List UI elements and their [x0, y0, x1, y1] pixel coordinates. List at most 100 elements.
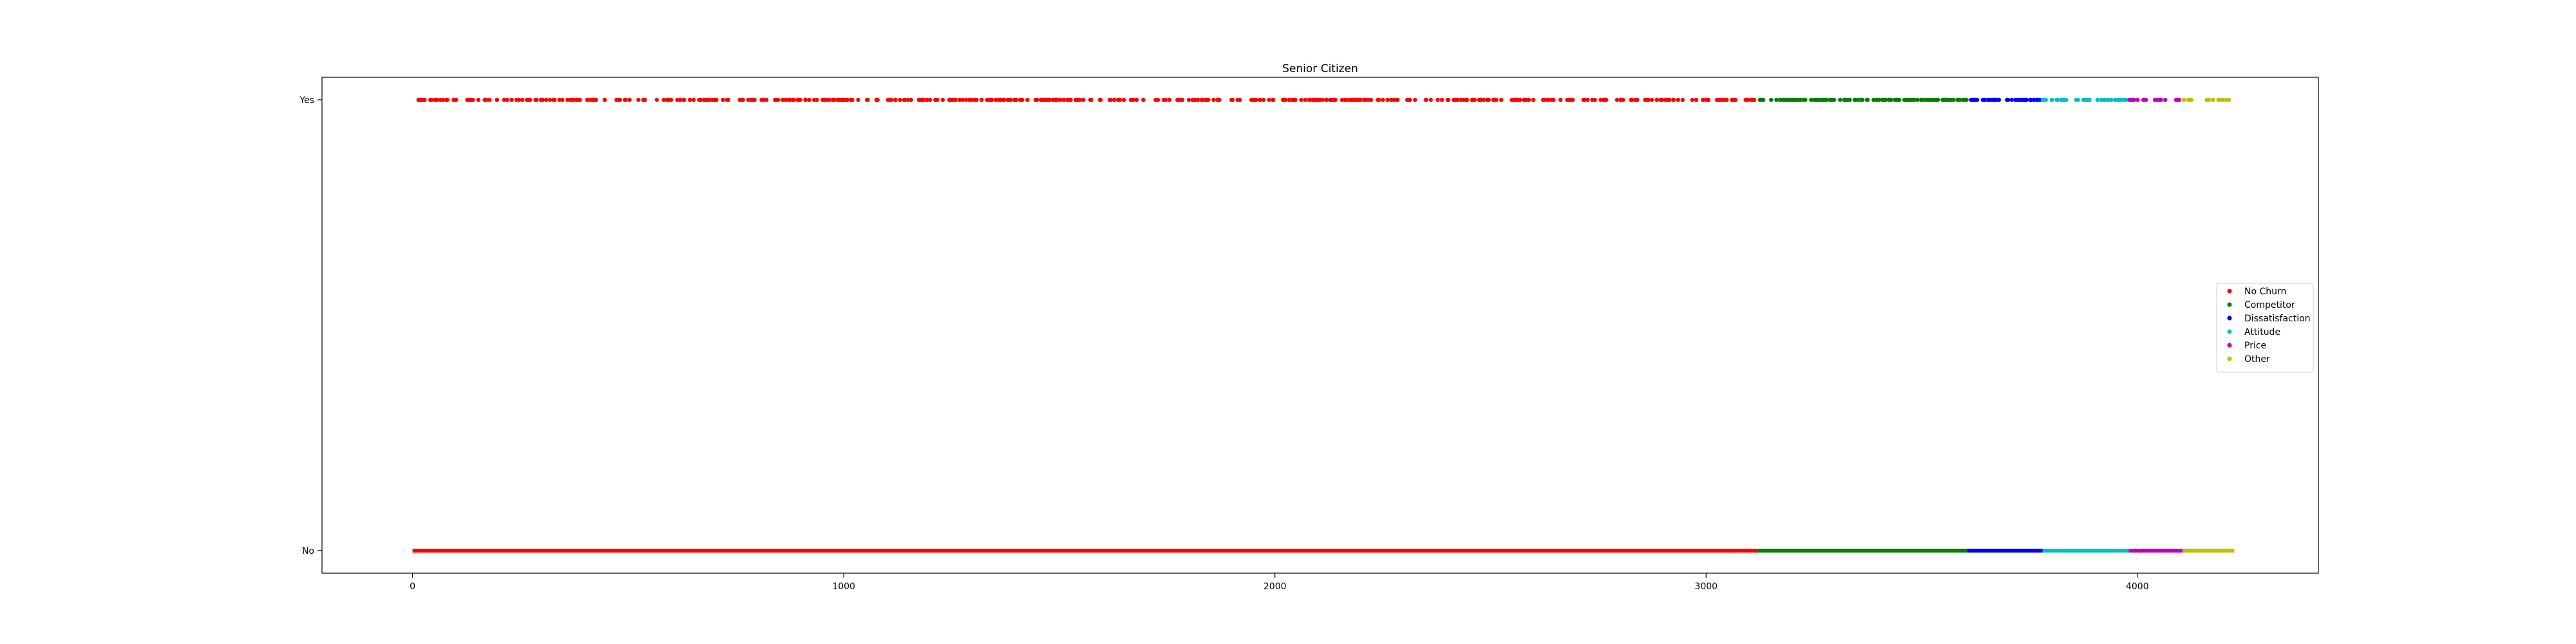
- data-point: [627, 97, 632, 102]
- data-point: [1828, 97, 1832, 102]
- data-point: [2182, 97, 2186, 102]
- data-point: [812, 97, 817, 102]
- data-point: [571, 97, 576, 102]
- data-point: [1333, 97, 1338, 102]
- data-point: [2024, 97, 2029, 102]
- data-point: [1499, 97, 1504, 102]
- data-point: [1061, 97, 1066, 102]
- data-point: [1153, 97, 1158, 102]
- data-point: [940, 97, 945, 102]
- plot-frame: [321, 77, 2319, 574]
- data-point: [1915, 97, 1920, 102]
- data-point: [750, 97, 754, 102]
- data-point: [1551, 97, 1556, 102]
- data-point: [739, 97, 744, 102]
- data-point: [1602, 97, 1606, 102]
- data-point: [1303, 97, 1308, 102]
- data-point: [699, 97, 703, 102]
- x-tick-label: 4000: [2126, 582, 2149, 592]
- data-point: [1350, 97, 1354, 102]
- data-point: [1099, 97, 1103, 102]
- data-point: [514, 97, 519, 102]
- data-point: [902, 97, 907, 102]
- data-point: [1229, 97, 1234, 102]
- data-point: [2014, 97, 2019, 102]
- data-point: [505, 97, 509, 102]
- data-point: [1558, 97, 1563, 102]
- data-point: [791, 97, 797, 102]
- data-point: [1191, 97, 1197, 102]
- data-point: [1112, 97, 1117, 102]
- data-point: [1926, 97, 1931, 102]
- data-point: [1428, 97, 1433, 102]
- data-point: [874, 97, 879, 102]
- data-point: [2154, 97, 2159, 102]
- data-point: [837, 97, 842, 102]
- data-point: [487, 97, 492, 102]
- data-point: [1211, 97, 1216, 102]
- data-point: [568, 97, 573, 102]
- data-point: [1847, 97, 1852, 102]
- data-point: [710, 97, 714, 102]
- data-point: [1680, 97, 1685, 102]
- series-competitor: [1757, 97, 1969, 553]
- data-point: [1293, 97, 1298, 102]
- data-point: [1565, 97, 1569, 102]
- data-point: [502, 97, 507, 102]
- data-point: [1058, 97, 1063, 102]
- data-point: [452, 97, 457, 102]
- data-point: [898, 97, 902, 102]
- data-point: [1055, 97, 1059, 102]
- data-point: [1996, 97, 2002, 102]
- data-point: [1701, 97, 1706, 102]
- data-point: [445, 97, 450, 102]
- data-point: [773, 97, 778, 102]
- series-no-points: [412, 549, 1758, 553]
- series-no-churn: [412, 97, 1758, 553]
- data-point: [960, 97, 965, 102]
- data-point: [1955, 97, 1960, 102]
- data-point: [1249, 97, 1254, 102]
- data-point: [1354, 97, 1358, 102]
- data-point: [2187, 97, 2192, 102]
- data-point: [994, 97, 998, 102]
- data-point: [1871, 97, 1876, 102]
- data-point: [1107, 97, 1112, 102]
- data-point: [1459, 97, 1463, 102]
- data-point: [985, 97, 989, 102]
- data-point: [1724, 97, 1728, 102]
- data-point: [2009, 97, 2014, 102]
- data-point: [1649, 97, 1654, 102]
- data-point: [1798, 97, 1803, 102]
- legend-marker: [2227, 356, 2232, 361]
- data-point: [721, 97, 725, 102]
- data-point: [827, 97, 831, 102]
- y-tick-label: No: [302, 546, 314, 556]
- data-point: [1161, 97, 1166, 102]
- data-point: [495, 97, 500, 102]
- data-point: [435, 97, 439, 102]
- data-point: [1196, 97, 1200, 102]
- series-attitude: [2040, 97, 2129, 553]
- data-point: [2050, 97, 2054, 102]
- data-point: [1934, 97, 1938, 102]
- data-point: [781, 97, 785, 102]
- y-tick-label: Yes: [299, 95, 314, 106]
- data-point: [1634, 97, 1639, 102]
- data-point: [886, 97, 891, 102]
- data-point: [1844, 97, 1848, 102]
- data-point: [1002, 97, 1007, 102]
- data-point: [1117, 97, 1122, 102]
- legend-label: Price: [2244, 341, 2266, 351]
- data-point: [2028, 97, 2032, 102]
- data-point: [2124, 97, 2128, 102]
- data-point: [509, 97, 514, 102]
- data-point: [2106, 97, 2110, 102]
- legend-label: Attitude: [2244, 327, 2280, 337]
- data-point: [1774, 97, 1779, 102]
- plot-marks: [412, 97, 2235, 553]
- data-point: [988, 97, 993, 102]
- data-point: [1730, 97, 1736, 102]
- legend-marker: [2227, 329, 2232, 334]
